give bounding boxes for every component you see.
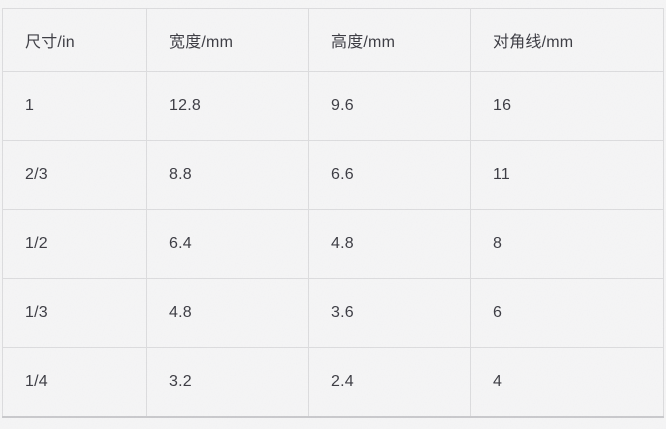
- table-cell: 4.8: [146, 278, 309, 348]
- table-cell: 16: [470, 71, 664, 141]
- table-row: 1/2 6.4 4.8 8: [2, 209, 664, 279]
- table-cell: 9.6: [308, 71, 471, 141]
- table-cell: 4.8: [308, 209, 471, 279]
- table-cell: 6.6: [308, 140, 471, 210]
- table-cell: 2/3: [2, 140, 147, 210]
- table-cell: 12.8: [146, 71, 309, 141]
- table-cell: 6.4: [146, 209, 309, 279]
- table-cell: 3.2: [146, 347, 309, 417]
- table-cell: 1/4: [2, 347, 147, 417]
- table-header-cell: 对角线/mm: [470, 8, 664, 72]
- size-table: 尺寸/in 宽度/mm 高度/mm 对角线/mm 1 12.8 9.6 16 2/3 8.8 6.…: [2, 8, 664, 418]
- table-row: 2/3 8.8 6.6 11: [2, 140, 664, 210]
- table-cell: 4: [470, 347, 664, 417]
- table-cell: 11: [470, 140, 664, 210]
- table-body: 1 12.8 9.6 16 2/3 8.8 6.6 11 1/2 6.4 4.8 8 1/3 4.8 3.6…: [2, 71, 664, 417]
- table-header-cell: 高度/mm: [308, 8, 471, 72]
- table-cell: 1: [2, 71, 147, 141]
- table-row: 1 12.8 9.6 16: [2, 71, 664, 141]
- table-cell: 3.6: [308, 278, 471, 348]
- table-cell: 2.4: [308, 347, 471, 417]
- table-cell: 8.8: [146, 140, 309, 210]
- table-header-cell: 尺寸/in: [2, 8, 147, 72]
- table-cell: 1/3: [2, 278, 147, 348]
- table-row: 1/4 3.2 2.4 4: [2, 347, 664, 417]
- table-row: 1/3 4.8 3.6 6: [2, 278, 664, 348]
- table-cell: 8: [470, 209, 664, 279]
- table-cell: 6: [470, 278, 664, 348]
- table-header-row: 尺寸/in 宽度/mm 高度/mm 对角线/mm: [2, 8, 664, 72]
- table-cell: 1/2: [2, 209, 147, 279]
- table-header-cell: 宽度/mm: [146, 8, 309, 72]
